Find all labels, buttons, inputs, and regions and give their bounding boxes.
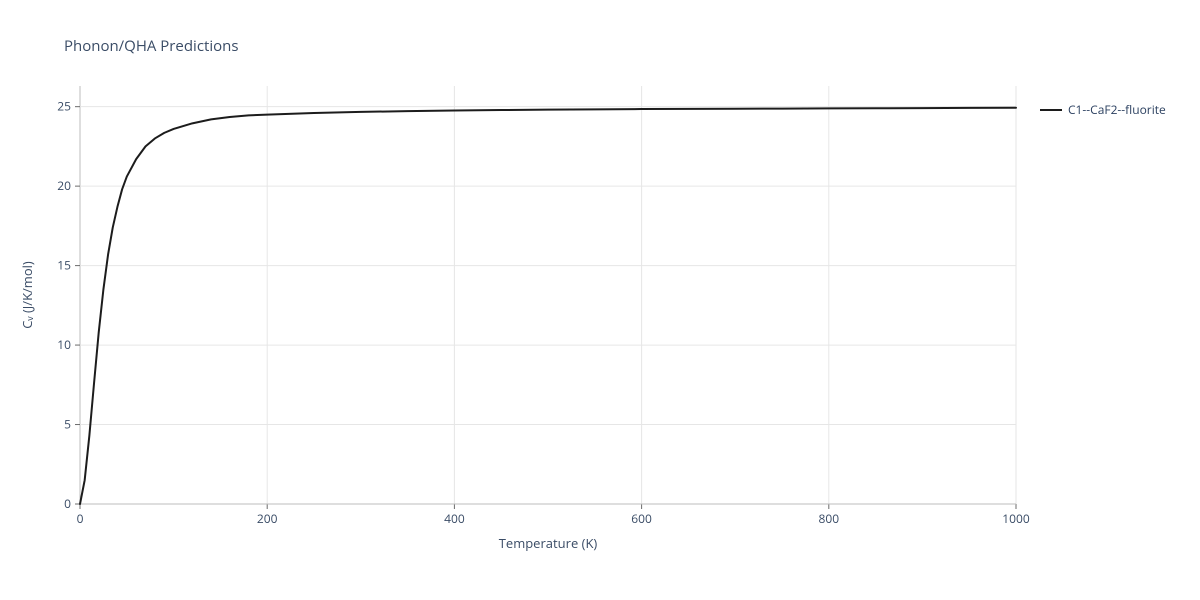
y-tick-label: 10	[57, 336, 71, 353]
x-tick-label: 400	[444, 510, 465, 527]
x-tick-label: 800	[819, 510, 840, 527]
y-tick-label: 5	[64, 416, 71, 433]
y-tick-label: 20	[57, 177, 71, 194]
y-tick-label: 0	[64, 495, 71, 512]
series-line	[80, 108, 1016, 504]
y-tick-label: 25	[57, 98, 71, 115]
chart-canvas: 0 200 400 600 800 1000 0 5 10 15 20 25 Temperature (…	[0, 0, 1200, 600]
x-tick-label: 1000	[1002, 510, 1030, 527]
y-tick-label: 15	[57, 257, 71, 274]
x-axis-label: Temperature (K)	[499, 534, 598, 552]
x-tick-label: 200	[257, 510, 278, 527]
x-tick-label: 0	[77, 510, 84, 527]
y-axis-label: Cᵥ (J/K/mol)	[18, 261, 36, 329]
x-tick-label: 600	[631, 510, 652, 527]
legend-label: C1--CaF2--fluorite	[1068, 101, 1166, 118]
